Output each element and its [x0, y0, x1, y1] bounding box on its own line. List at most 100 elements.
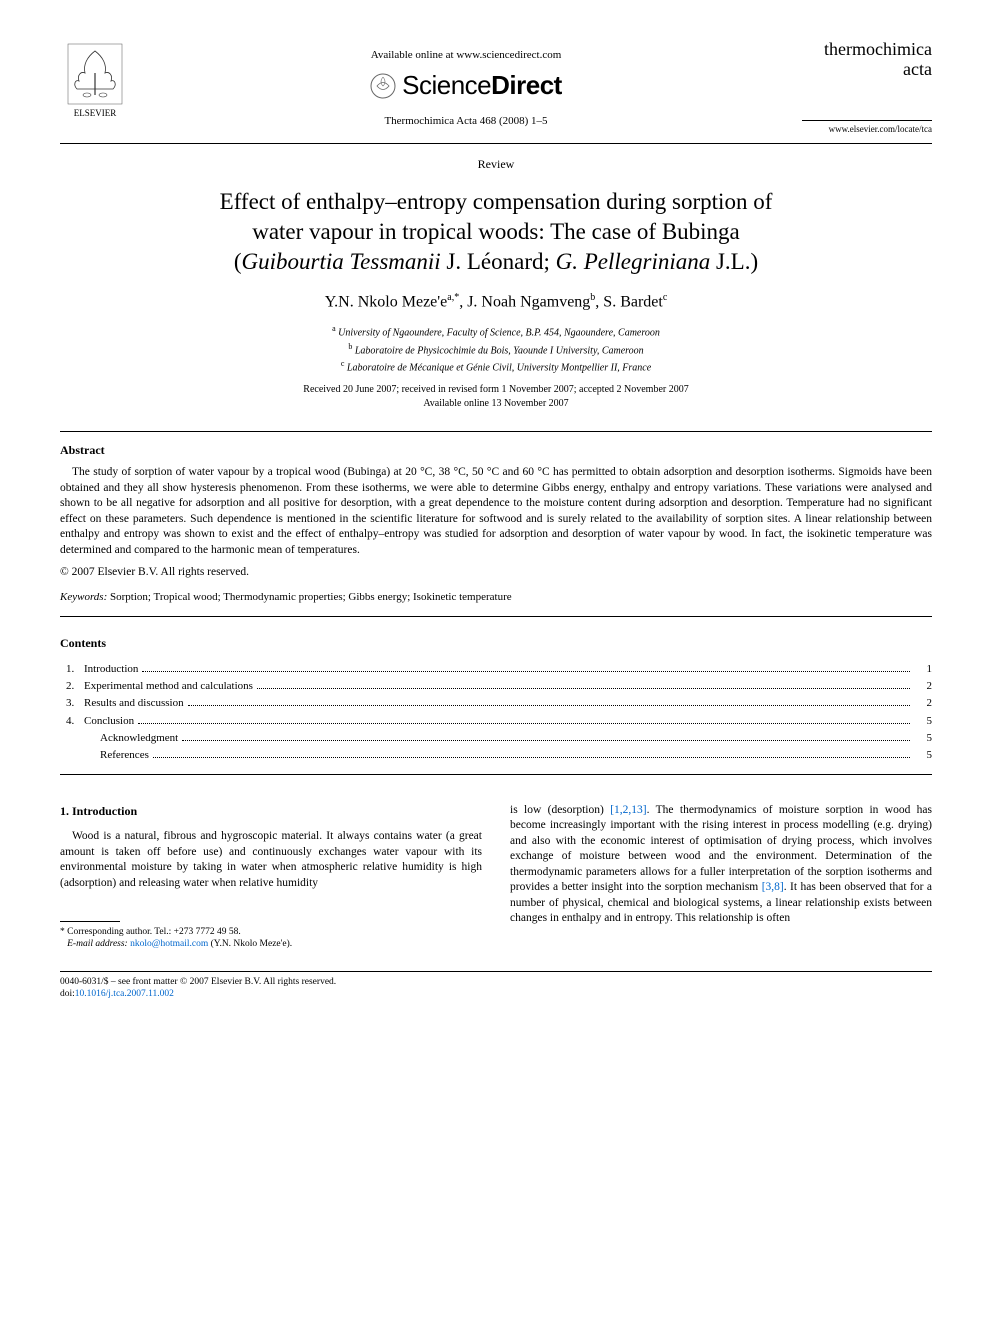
corr-author-line: * Corresponding author. Tel.: +273 7772 … [60, 926, 482, 938]
author-1-sup: a,* [447, 292, 459, 303]
footnote-rule [60, 921, 120, 922]
author-1: Y.N. Nkolo Meze'e [325, 293, 448, 310]
corresponding-author-footnote: * Corresponding author. Tel.: +273 7772 … [60, 926, 482, 951]
sciencedirect-icon [370, 73, 396, 99]
email-label: E-mail address: [67, 939, 128, 949]
footer: 0040-6031/$ – see front matter © 2007 El… [60, 976, 932, 1001]
sciencedirect-logo: ScienceDirect [130, 67, 802, 103]
toc-label: Conclusion [84, 714, 134, 729]
author-2: J. Noah Ngamveng [467, 293, 590, 310]
ref-link-2[interactable]: [3,8] [762, 881, 784, 893]
toc-page: 5 [914, 731, 932, 746]
footer-copyright: 0040-6031/$ – see front matter © 2007 El… [60, 976, 932, 988]
doi-link[interactable]: 10.1016/j.tca.2007.11.002 [75, 989, 174, 999]
abstract-heading: Abstract [60, 442, 932, 459]
toc-dots [142, 671, 910, 672]
sciencedirect-suffix: Direct [491, 70, 562, 100]
title-species-1: Guibourtia Tessmanii [242, 249, 441, 274]
affiliation-a: University of Ngaoundere, Faculty of Sci… [338, 328, 660, 339]
sciencedirect-text: ScienceDirect [402, 67, 562, 103]
dates-line-1: Received 20 June 2007; received in revis… [303, 384, 688, 395]
toc-row[interactable]: 3. Results and discussion 2 [60, 696, 932, 711]
elsevier-tree-icon [67, 43, 123, 105]
toc-num: 2. [60, 679, 84, 694]
body-columns: 1. Introduction Wood is a natural, fibro… [60, 803, 932, 951]
abstract-body: The study of sorption of water vapour by… [60, 465, 932, 558]
author-3-sup: c [663, 292, 667, 303]
toc-row[interactable]: 4. Conclusion 5 [60, 714, 932, 729]
keywords-label: Keywords: [60, 591, 107, 603]
toc-num: 1. [60, 662, 84, 677]
toc-label: Results and discussion [84, 696, 184, 711]
column-left: 1. Introduction Wood is a natural, fibro… [60, 803, 482, 951]
article-type: Review [60, 156, 932, 173]
affiliations: a University of Ngaoundere, Faculty of S… [60, 323, 932, 375]
elsevier-label: ELSEVIER [74, 107, 117, 120]
column-right: is low (desorption) [1,2,13]. The thermo… [510, 803, 932, 951]
abstract-copyright: © 2007 Elsevier B.V. All rights reserved… [60, 564, 932, 580]
email-tail: (Y.N. Nkolo Meze'e). [208, 939, 292, 949]
article-dates: Received 20 June 2007; received in revis… [60, 383, 932, 411]
author-2-sup: b [590, 292, 595, 303]
title-line-1: Effect of enthalpy–entropy compensation … [220, 189, 773, 214]
authors: Y.N. Nkolo Meze'ea,*, J. Noah Ngamvengb,… [60, 291, 932, 314]
journal-title: thermochimica acta [802, 40, 932, 80]
section-1-heading: 1. Introduction [60, 803, 482, 819]
toc-dots [188, 705, 910, 706]
journal-url[interactable]: www.elsevier.com/locate/tca [802, 120, 932, 136]
available-online-text: Available online at www.sciencedirect.co… [130, 48, 802, 63]
toc-page: 5 [914, 748, 932, 763]
intro-para-col1: Wood is a natural, fibrous and hygroscop… [60, 829, 482, 891]
journal-reference: Thermochimica Acta 468 (2008) 1–5 [130, 114, 802, 129]
title-sep: J. Léonard; [441, 249, 556, 274]
toc-row[interactable]: References 5 [60, 748, 932, 763]
toc-num: 3. [60, 696, 84, 711]
corr-author-email-line: E-mail address: nkolo@hotmail.com (Y.N. … [60, 938, 482, 950]
table-of-contents: 1. Introduction 1 2. Experimental method… [60, 662, 932, 764]
toc-row[interactable]: Acknowledgment 5 [60, 731, 932, 746]
intro-para-col2: is low (desorption) [1,2,13]. The thermo… [510, 803, 932, 927]
col2-text-a: is low (desorption) [510, 804, 610, 816]
toc-num: 4. [60, 714, 84, 729]
title-species-2: G. Pellegriniana [556, 249, 711, 274]
toc-page: 1 [914, 662, 932, 677]
toc-row[interactable]: 1. Introduction 1 [60, 662, 932, 677]
toc-dots [153, 757, 910, 758]
toc-dots [182, 740, 910, 741]
title-line-2: water vapour in tropical woods: The case… [252, 219, 740, 244]
footer-doi-line: doi:10.1016/j.tca.2007.11.002 [60, 988, 932, 1000]
affiliation-c: Laboratoire de Mécanique et Génie Civil,… [347, 362, 651, 373]
toc-page: 2 [914, 679, 932, 694]
toc-label: References [100, 748, 149, 763]
toc-label: Acknowledgment [100, 731, 178, 746]
email-link[interactable]: nkolo@hotmail.com [130, 939, 208, 949]
footer-rule [60, 971, 932, 972]
header-rule [60, 143, 932, 144]
contents-bottom-rule [60, 774, 932, 775]
sciencedirect-prefix: Science [402, 70, 491, 100]
affiliation-b: Laboratoire de Physicochimie du Bois, Ya… [355, 345, 644, 356]
title-paren-open: ( [234, 249, 242, 274]
toc-dots [138, 723, 910, 724]
title-paren-close: J.L.) [710, 249, 758, 274]
keywords-text: Sorption; Tropical wood; Thermodynamic p… [107, 591, 511, 603]
toc-dots [257, 688, 910, 689]
elsevier-logo: ELSEVIER [60, 40, 130, 120]
dates-line-2: Available online 13 November 2007 [423, 398, 568, 409]
toc-row[interactable]: 2. Experimental method and calculations … [60, 679, 932, 694]
toc-page: 2 [914, 696, 932, 711]
journal-box: thermochimica acta www.elsevier.com/loca… [802, 40, 932, 135]
ref-link-1[interactable]: [1,2,13] [610, 804, 646, 816]
toc-label: Introduction [84, 662, 138, 677]
header-center: Available online at www.sciencedirect.co… [130, 40, 802, 129]
contents-heading: Contents [60, 635, 932, 652]
article-title: Effect of enthalpy–entropy compensation … [60, 187, 932, 277]
author-3: S. Bardet [603, 293, 663, 310]
toc-label: Experimental method and calculations [84, 679, 253, 694]
header: ELSEVIER Available online at www.science… [60, 40, 932, 135]
doi-prefix: doi: [60, 989, 75, 999]
keywords: Keywords: Sorption; Tropical wood; Therm… [60, 590, 932, 605]
abstract-bottom-rule [60, 616, 932, 617]
abstract-top-rule [60, 431, 932, 432]
toc-page: 5 [914, 714, 932, 729]
